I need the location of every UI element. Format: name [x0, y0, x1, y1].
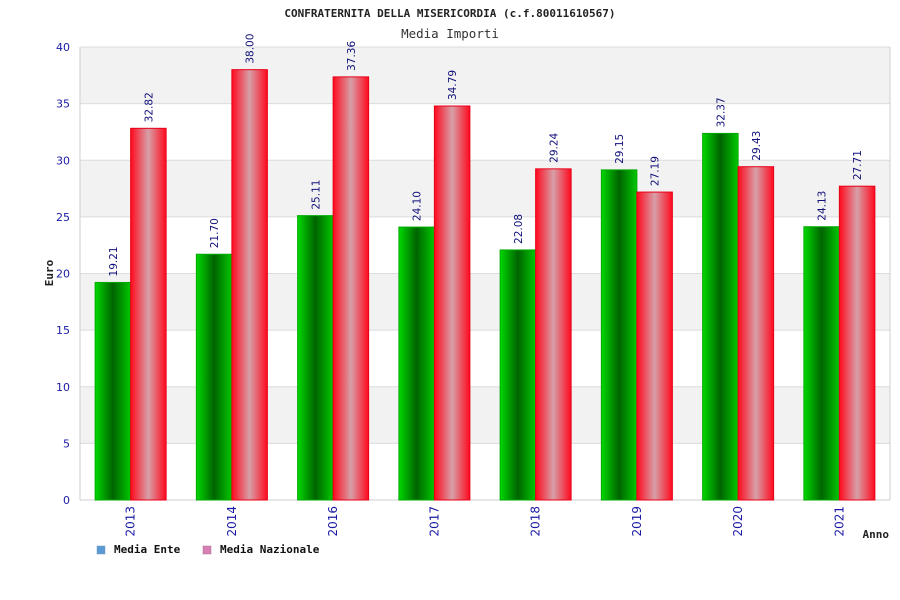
- bars: [94, 69, 876, 501]
- y-tick-label: 0: [63, 494, 70, 507]
- bar-media-ente: [94, 281, 132, 501]
- value-label: 22.08: [513, 214, 525, 244]
- plot-band: [80, 47, 890, 104]
- value-label: 32.37: [715, 97, 727, 127]
- x-tick-label: 2017: [427, 506, 441, 537]
- x-tick-label: 2018: [529, 506, 543, 537]
- legend-swatch-media-ente: [96, 545, 106, 555]
- legend-label-media-ente: Media Ente: [114, 543, 181, 556]
- value-label: 34.79: [447, 70, 459, 100]
- chart-subtitle: Media Importi: [401, 26, 499, 41]
- x-axis-ticks: 2013 2014 2016 2017 2018 2019 2020 2021: [124, 506, 847, 537]
- legend-swatch-media-nazionale: [202, 545, 212, 555]
- value-label: 32.82: [143, 92, 155, 122]
- y-tick-label: 40: [56, 41, 70, 54]
- y-tick-label: 15: [56, 324, 70, 337]
- x-tick-label: 2021: [832, 506, 846, 537]
- x-tick-label: 2016: [326, 506, 340, 537]
- bar-media-nazionale: [231, 69, 268, 501]
- bar-media-nazionale: [433, 105, 471, 501]
- y-tick-label: 5: [63, 437, 70, 450]
- y-tick-label: 30: [56, 154, 70, 167]
- value-labels: 19.21 32.82 21.70 38.00 25.11 37.36 24.10 34.79…: [108, 34, 864, 277]
- value-label: 29.43: [751, 131, 763, 161]
- value-label: 37.36: [346, 41, 358, 71]
- y-tick-label: 10: [56, 381, 70, 394]
- y-tick-label: 25: [56, 211, 70, 224]
- value-label: 25.11: [310, 180, 322, 210]
- y-axis-label: Euro: [43, 259, 56, 286]
- y-tick-label: 20: [56, 268, 70, 281]
- bar-media-ente: [398, 226, 435, 501]
- value-label: 21.70: [209, 218, 221, 248]
- y-axis-ticks: 0 5 10 15 20 25 30 35 40: [56, 41, 70, 507]
- bar-media-nazionale: [838, 185, 876, 501]
- bar-media-nazionale: [332, 76, 370, 501]
- bar-media-ente: [195, 253, 233, 501]
- value-label: 27.71: [852, 150, 864, 180]
- value-label: 19.21: [108, 246, 120, 276]
- bar-media-nazionale: [130, 127, 167, 501]
- x-tick-label: 2019: [630, 506, 644, 537]
- value-label: 24.13: [817, 191, 829, 221]
- x-axis-label: Anno: [863, 528, 890, 541]
- value-label: 24.10: [412, 191, 424, 221]
- bar-media-nazionale: [737, 166, 775, 501]
- x-tick-label: 2020: [731, 506, 745, 537]
- x-tick-label: 2013: [124, 506, 138, 537]
- bar-media-ente: [297, 215, 334, 501]
- x-tick-label: 2014: [225, 506, 239, 537]
- bar-media-ente: [499, 249, 537, 501]
- value-label: 38.00: [245, 34, 257, 64]
- legend-label-media-nazionale: Media Nazionale: [220, 543, 320, 556]
- value-label: 29.24: [548, 132, 560, 162]
- value-label: 29.15: [614, 134, 626, 164]
- chart-title: CONFRATERNITA DELLA MISERICORDIA (c.f.80…: [284, 7, 615, 20]
- bar-media-ente: [702, 132, 739, 501]
- bar-media-ente: [803, 226, 840, 501]
- y-tick-label: 35: [56, 98, 70, 111]
- value-label: 27.19: [650, 156, 662, 186]
- bar-media-nazionale: [535, 168, 572, 501]
- bar-media-ente: [600, 169, 638, 501]
- bar-media-nazionale: [636, 191, 673, 501]
- legend: Media Ente Media Nazionale: [96, 543, 320, 556]
